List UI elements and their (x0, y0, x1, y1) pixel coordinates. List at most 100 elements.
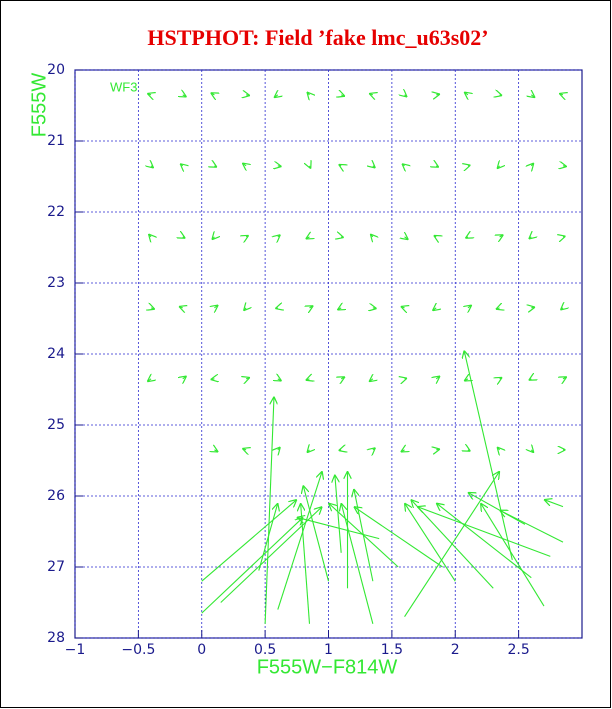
vector-arrow (369, 93, 373, 94)
vector-arrow (405, 95, 408, 97)
vector-arrow (531, 163, 534, 166)
vector-arrow (500, 377, 503, 378)
vector-arrow (529, 237, 532, 239)
vector-arrow (497, 447, 500, 450)
y-tick-label: 26 (47, 488, 65, 504)
vector-arrow (183, 237, 186, 238)
vector-arrow (246, 235, 249, 236)
vector-arrow (278, 235, 281, 237)
vector-arrow (339, 450, 342, 451)
vector-arrow (341, 95, 345, 96)
vector-arrow (436, 376, 440, 379)
vector-arrow (401, 450, 405, 452)
vector-arrow (183, 95, 187, 97)
vector-arrow (214, 305, 218, 308)
vector-arrow (563, 377, 567, 379)
vector-arrow (341, 377, 345, 379)
vector-arrow (434, 235, 437, 236)
vector-arrow (151, 166, 154, 168)
y-tick-label: 21 (47, 133, 65, 149)
vector-arrow (464, 350, 513, 561)
y-tick-label: 28 (47, 630, 65, 646)
vector-arrow (432, 308, 436, 311)
vector-arrow (307, 450, 310, 453)
vector-arrow (373, 308, 377, 309)
vector-arrow (341, 237, 344, 238)
vector-arrow (309, 166, 310, 169)
vector-arrow (464, 379, 468, 381)
x-tick-label: 0 (197, 642, 206, 658)
vector-arrow (278, 447, 281, 450)
y-tick-label: 27 (47, 559, 65, 575)
y-tick-label: 23 (47, 275, 65, 291)
vector-arrow (275, 308, 278, 309)
vector-arrow (242, 163, 246, 166)
vector-arrow (405, 237, 409, 240)
annotation: WF3 (110, 79, 137, 94)
vector-arrow (244, 308, 247, 311)
vector-arrow (214, 166, 217, 167)
y-tick-label: 24 (47, 346, 65, 362)
vector-arrow (531, 450, 534, 453)
vector-arrow (496, 308, 500, 309)
vector-arrow (500, 95, 503, 96)
vector-arrow (278, 166, 282, 167)
vector-arrow (563, 236, 566, 237)
vector-arrow (211, 93, 215, 95)
vector-arrow (560, 308, 563, 310)
vector-arrow (301, 503, 311, 624)
vector-arrow (246, 377, 250, 378)
vector-arrow (373, 448, 376, 450)
vector-arrow (264, 397, 274, 624)
vector-arrow (297, 517, 380, 540)
vector-arrow (214, 450, 218, 452)
vector-arrow (468, 305, 472, 308)
x-tick-label: −1 (65, 642, 86, 658)
vector-arrow (306, 379, 310, 380)
vector-arrow (529, 379, 532, 380)
x-tick-label: 1 (324, 642, 333, 658)
vector-arrow (411, 500, 494, 589)
vector-arrow (147, 93, 151, 94)
vector-arrow (274, 95, 278, 98)
vector-arrow (465, 237, 468, 238)
vector-arrow (341, 503, 374, 624)
vector-arrow (370, 234, 373, 237)
vector-arrow (258, 503, 278, 571)
vector-arrow (417, 507, 551, 557)
vector-arrow (242, 448, 246, 449)
x-tick-label: 1.5 (381, 642, 403, 658)
vector-arrow (201, 500, 297, 582)
vector-arrow (436, 503, 532, 579)
vector-arrow (354, 507, 443, 568)
vector-arrow (500, 235, 504, 237)
vector-arrow (278, 379, 282, 381)
vector-arrow (149, 234, 152, 237)
vector-arrow (201, 517, 303, 614)
y-axis-label: F555W (28, 73, 50, 138)
vector-arrow (405, 378, 408, 379)
vector-arrow (179, 306, 183, 307)
x-tick-label: −0.5 (121, 642, 155, 658)
vector-arrow (183, 376, 187, 379)
x-tick-label: 2 (451, 642, 460, 658)
vector-arrow (151, 308, 155, 309)
vector-arrow (497, 166, 500, 169)
vector-arrow (335, 475, 342, 553)
vector-arrow (373, 166, 376, 168)
vector-arrow (481, 503, 545, 607)
y-tick-label: 25 (47, 417, 65, 433)
vector-arrow (436, 166, 439, 167)
vector-arrow (544, 500, 564, 508)
x-axis-label: F555W−F814W (257, 656, 398, 678)
vector-arrow (337, 308, 341, 310)
vector-arrow (468, 165, 471, 166)
vector-arrow (309, 306, 313, 308)
vector-arrow (531, 95, 535, 98)
vector-arrow (559, 93, 563, 94)
vector-arrow (303, 485, 330, 582)
vector-arrow (405, 503, 456, 582)
vector-arrow (468, 450, 471, 451)
vector-arrow (307, 92, 310, 95)
